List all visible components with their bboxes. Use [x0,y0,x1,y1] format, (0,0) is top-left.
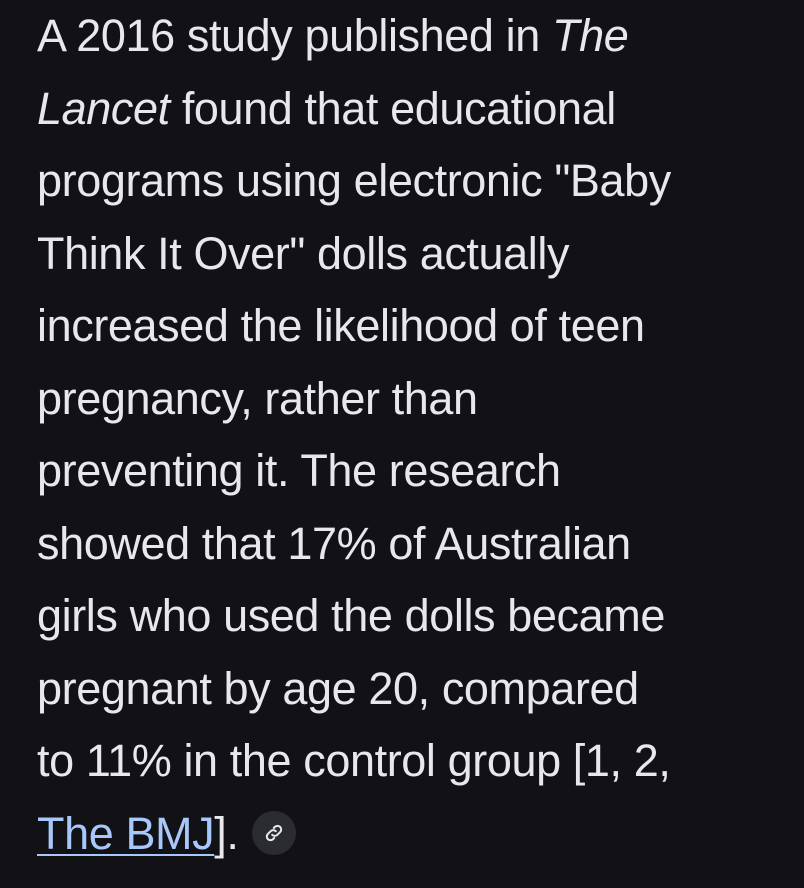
citation-link-bmj[interactable]: The BMJ [37,807,215,859]
text-segment: ]. [214,807,239,859]
text-line: to 11% in the control group [1, 2, [37,735,671,786]
text-line: girls who used the dolls became [37,590,665,641]
text-segment: A 2016 study published in [37,10,552,61]
response-text: A 2016 study published in The Lancet fou… [37,0,777,870]
link-chip-button[interactable] [252,810,297,855]
text-line: pregnant by age 20, compared [37,662,639,714]
text-line: programs using electronic "Baby [37,155,671,206]
text-line: increased the likelihood of teen [37,300,645,351]
journal-title-italic: The [552,10,629,61]
text-line: Think It Over" dolls actually [37,227,570,279]
link-icon [266,824,283,841]
journal-title-italic: Lancet [37,82,170,134]
text-line: pregnancy, rather than [37,372,478,424]
text-line: The BMJ]. [37,798,777,871]
text-line: preventing it. The research [37,445,561,496]
text-line: showed that 17% of Australian [37,517,631,569]
text-line: Lancet found that educational [37,73,777,146]
text-line: A 2016 study published in The [37,0,777,73]
text-segment: found that educational [169,82,616,134]
